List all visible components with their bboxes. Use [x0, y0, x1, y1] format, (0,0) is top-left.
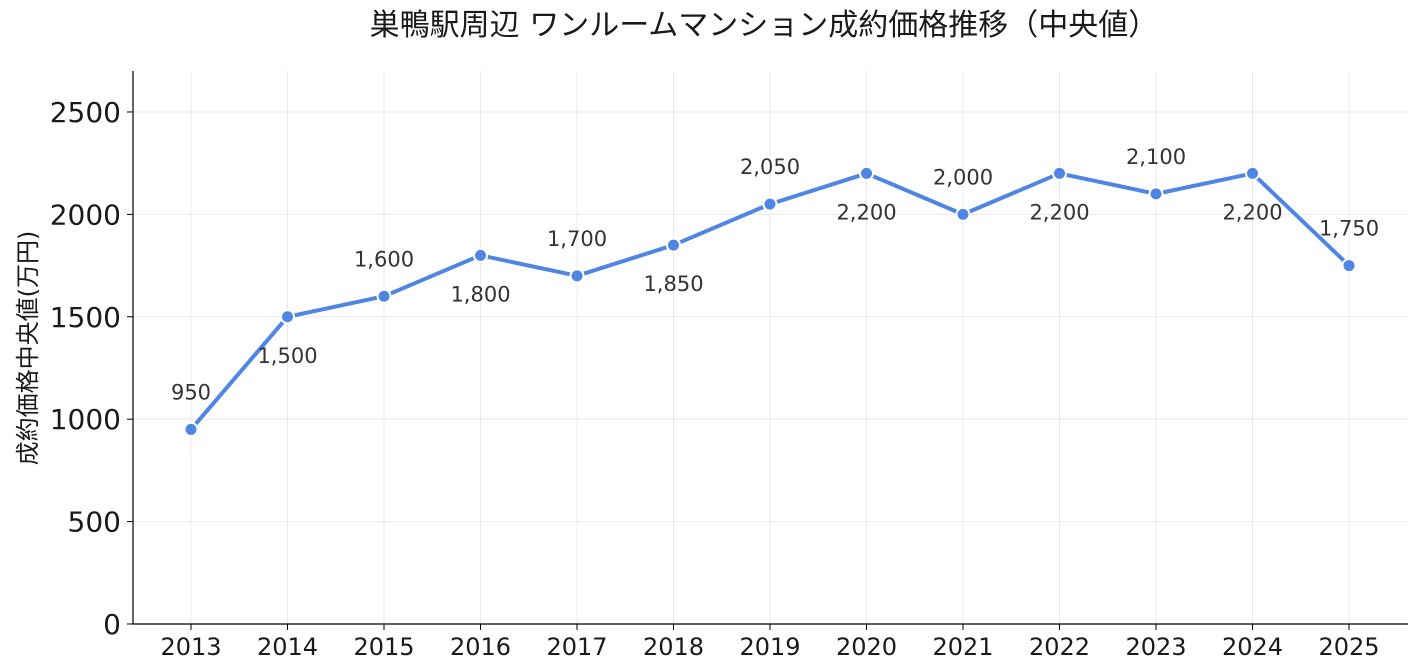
data-point [183, 421, 199, 437]
data-label: 1,800 [450, 282, 510, 306]
y-tick-label: 500 [68, 506, 121, 539]
x-tick-label: 2013 [160, 633, 221, 661]
x-tick-label: 2019 [739, 633, 800, 661]
data-label: 2,200 [836, 200, 896, 224]
x-tick-label: 2021 [932, 633, 993, 661]
chart-title: 巣鴨駅周辺 ワンルームマンション成約価格推移（中央値） [370, 8, 1159, 43]
axis-layer: 0 500 1000 1500 2000 2500 2013 2014 2015 2016 2017… [50, 71, 1408, 661]
data-label: 1,600 [354, 247, 414, 271]
data-point [1052, 165, 1067, 181]
data-label: 1,750 [1319, 217, 1379, 241]
y-axis-label: 成約価格中央値(万円) [14, 231, 42, 466]
series-layer [183, 165, 1357, 437]
data-point [666, 237, 681, 253]
x-tick-label: 2014 [257, 633, 318, 661]
data-point [280, 309, 295, 325]
data-label: 2,000 [933, 165, 993, 189]
data-label: 1,700 [547, 227, 607, 251]
data-label-layer: 950 1,500 1,600 1,800 1,700 1,850 2,050 2,200 2,… [171, 145, 1379, 405]
y-tick-label: 2000 [50, 198, 121, 231]
data-label: 2,100 [1126, 145, 1186, 169]
data-label: 2,050 [740, 155, 800, 179]
data-point [762, 196, 778, 212]
x-tick-label: 2024 [1222, 633, 1283, 661]
x-tick-label: 2025 [1318, 633, 1379, 661]
y-tick-label: 1500 [50, 301, 121, 334]
x-tick-label: 2017 [546, 633, 607, 661]
data-label: 1,500 [257, 344, 317, 368]
data-point [1341, 258, 1357, 274]
grid-layer [133, 71, 1408, 625]
data-point [1148, 186, 1164, 202]
x-tick-label: 2022 [1029, 633, 1090, 661]
data-label: 1,850 [643, 272, 703, 296]
y-tick-label: 1000 [50, 403, 121, 436]
data-label: 2,200 [1222, 200, 1282, 224]
data-point [569, 268, 585, 284]
x-tick-label: 2016 [450, 633, 511, 661]
data-point [859, 165, 874, 181]
data-point [473, 247, 488, 263]
data-point [955, 206, 971, 222]
x-tick-label: 2023 [1125, 633, 1186, 661]
x-tick-label: 2015 [353, 633, 414, 661]
y-tick-label: 0 [103, 608, 121, 641]
data-point [376, 288, 392, 304]
x-tick-label: 2018 [643, 633, 704, 661]
data-point [1245, 165, 1260, 181]
y-tick-label: 2500 [50, 96, 121, 129]
data-label: 2,200 [1029, 200, 1089, 224]
x-tick-label: 2020 [836, 633, 897, 661]
data-label: 950 [171, 380, 211, 404]
